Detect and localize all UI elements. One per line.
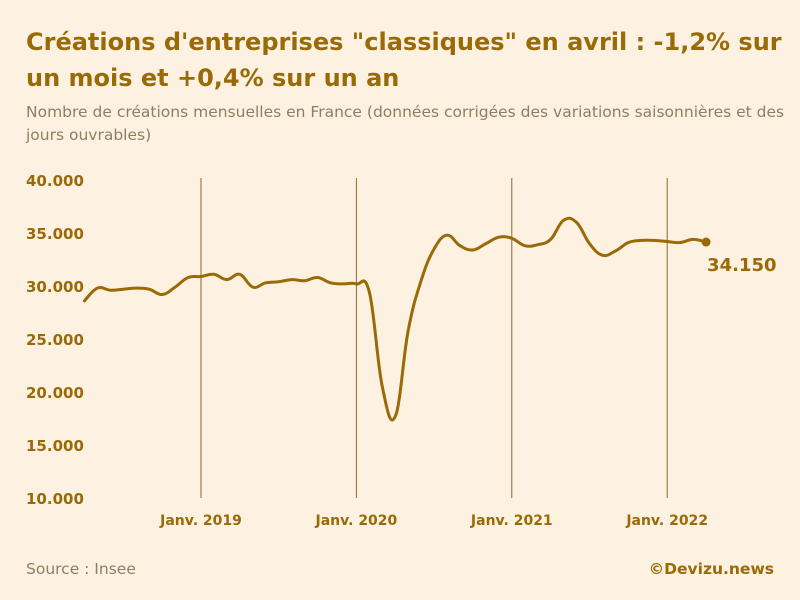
chart-title: Créations d'entreprises "classiques" en …	[26, 28, 782, 92]
y-axis-ticks: 40.000 35.000 30.000 25.000 20.000 15.000 10.0…	[26, 172, 84, 508]
x-tick-label: Janv. 2021	[470, 513, 553, 529]
y-tick-label: 10.000	[26, 490, 84, 508]
source-note: Source : Insee	[26, 560, 136, 578]
x-axis-ticks: Janv. 2019 Janv. 2020 Janv. 2021 Janv. 2022	[159, 513, 708, 529]
x-tick-label: Janv. 2022	[625, 513, 708, 529]
y-tick-label: 40.000	[26, 172, 84, 190]
y-tick-label: 30.000	[26, 278, 84, 296]
y-tick-label: 15.000	[26, 437, 84, 455]
gridlines	[200, 178, 668, 498]
chart-subtitle: Nombre de créations mensuelles en France…	[26, 103, 785, 144]
series-line	[83, 216, 708, 422]
y-tick-label: 20.000	[26, 384, 84, 402]
series-layer: 34.150	[83, 216, 777, 422]
end-point-marker	[701, 237, 711, 247]
x-tick-label: Janv. 2019	[159, 513, 242, 529]
y-tick-label: 25.000	[26, 331, 84, 349]
y-tick-label: 35.000	[26, 225, 84, 243]
line-chart: 40.000 35.000 30.000 25.000 20.000 15.000 10.0…	[26, 172, 777, 529]
end-value-label: 34.150	[707, 255, 776, 276]
credit-link[interactable]: ©Devizu.news	[648, 560, 774, 578]
x-tick-label: Janv. 2020	[315, 513, 398, 529]
